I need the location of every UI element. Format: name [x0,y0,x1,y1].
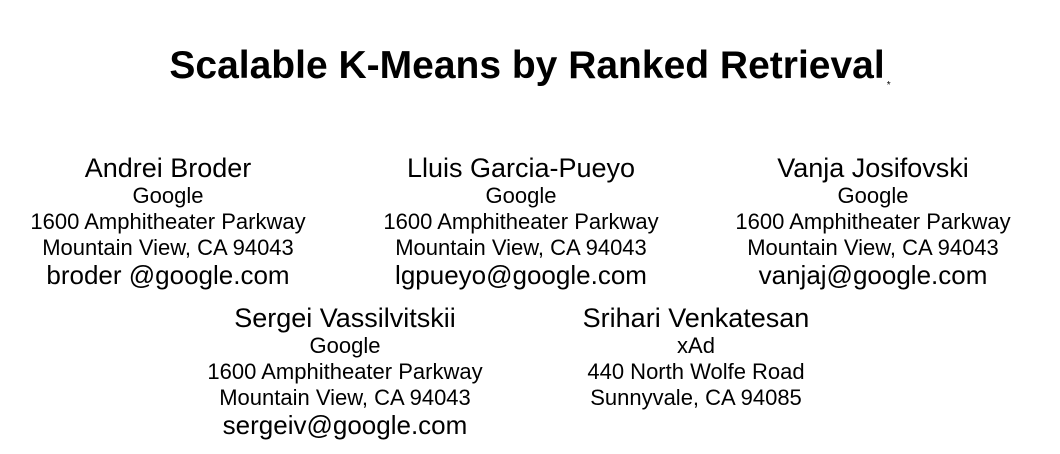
author-address-line1: 1600 Amphitheater Parkway [383,209,659,234]
author-block: Lluis Garcia-Pueyo Google 1600 Amphithea… [361,153,681,289]
author-name: Sergei Vassilvitskii [234,303,456,333]
author-email: broder @google.com [46,260,290,290]
author-block: Andrei Broder Google 1600 Amphitheater P… [8,153,328,289]
paper-title: Scalable K-Means by Ranked Retrieval * [0,42,1060,91]
author-address-line2: Mountain View, CA 94043 [42,235,294,260]
author-affiliation: Google [132,183,204,208]
author-address-line2: Sunnyvale, CA 94085 [590,385,802,410]
author-name: Andrei Broder [84,153,252,183]
author-name: Vanja Josifovski [777,153,969,183]
author-email: vanjaj@google.com [758,260,988,290]
author-block: Vanja Josifovski Google 1600 Amphitheate… [713,153,1033,289]
author-address-line2: Mountain View, CA 94043 [747,235,999,260]
author-address-line2: Mountain View, CA 94043 [395,235,647,260]
title-footnote-mark: * [886,80,891,91]
author-name: Srihari Venkatesan [582,303,810,333]
paper-title-text: Scalable K-Means by Ranked Retrieval [169,44,885,87]
author-affiliation: Google [309,333,381,358]
author-address-line1: 440 North Wolfe Road [587,359,805,384]
author-email: lgpueyo@google.com [395,260,647,290]
author-block: Sergei Vassilvitskii Google 1600 Amphith… [185,303,505,439]
author-address-line2: Mountain View, CA 94043 [219,385,471,410]
author-address-line1: 1600 Amphitheater Parkway [30,209,306,234]
author-affiliation: xAd [677,333,715,358]
author-email: sergeiv@google.com [222,410,468,440]
author-name: Lluis Garcia-Pueyo [406,153,636,183]
author-address-line1: 1600 Amphitheater Parkway [735,209,1011,234]
author-affiliation: Google [485,183,557,208]
author-affiliation: Google [837,183,909,208]
author-address-line1: 1600 Amphitheater Parkway [207,359,483,384]
author-block: Srihari Venkatesan xAd 440 North Wolfe R… [536,303,856,411]
